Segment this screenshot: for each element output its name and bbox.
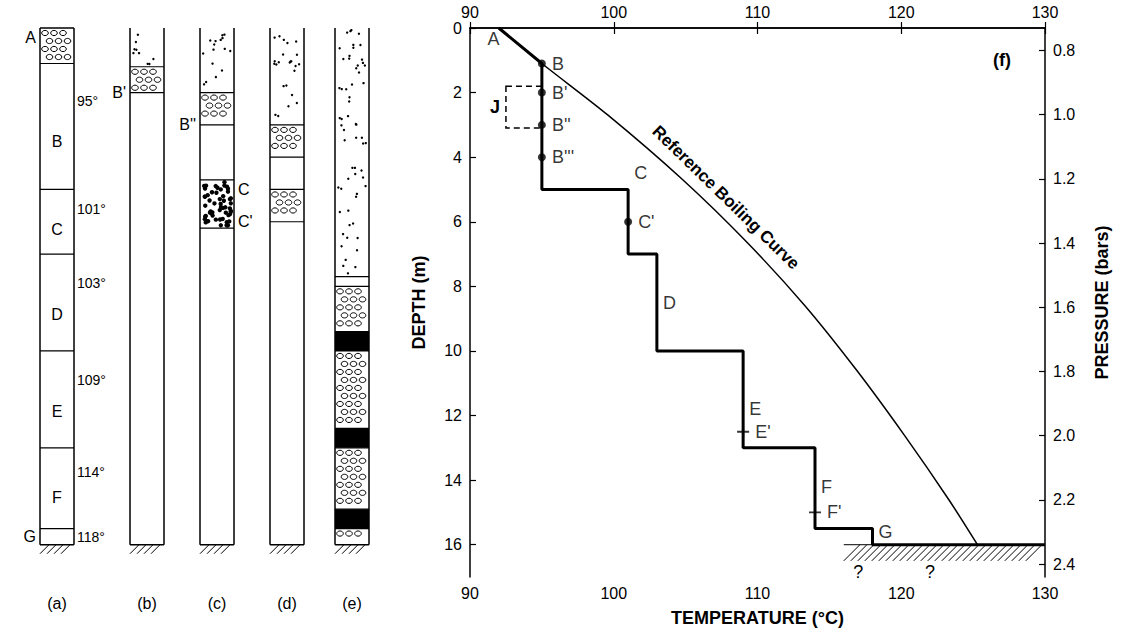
svg-text:D: D — [51, 306, 63, 323]
svg-text:0.8: 0.8 — [1053, 42, 1075, 59]
svg-text:100: 100 — [600, 585, 627, 602]
svg-text:6: 6 — [453, 213, 462, 230]
svg-text:101°: 101° — [77, 201, 106, 217]
svg-text:E: E — [749, 399, 761, 419]
svg-text:2.4: 2.4 — [1053, 556, 1075, 573]
svg-text:130: 130 — [1032, 4, 1059, 21]
svg-text:10: 10 — [444, 342, 462, 359]
svg-text:114°: 114° — [77, 464, 105, 480]
svg-text:TEMPERATURE (°C): TEMPERATURE (°C) — [671, 608, 844, 628]
svg-text:?: ? — [925, 562, 935, 582]
svg-text:8: 8 — [453, 278, 462, 295]
svg-text:B: B — [52, 133, 63, 150]
svg-text:C: C — [634, 163, 647, 183]
svg-text:(e): (e) — [342, 595, 362, 612]
svg-text:16: 16 — [444, 536, 462, 553]
svg-text:109°: 109° — [77, 372, 106, 388]
svg-text:95°: 95° — [77, 93, 98, 109]
svg-text:0: 0 — [453, 20, 462, 37]
svg-text:(d): (d) — [277, 595, 297, 612]
svg-text:B: B — [552, 54, 564, 74]
svg-text:D: D — [663, 293, 676, 313]
svg-text:C': C' — [638, 212, 654, 232]
svg-text:DEPTH (m): DEPTH (m) — [409, 255, 429, 349]
svg-text:(b): (b) — [137, 595, 157, 612]
svg-text:B''': B''' — [552, 147, 574, 167]
svg-text:118°: 118° — [77, 529, 105, 545]
svg-text:2.0: 2.0 — [1053, 427, 1075, 444]
svg-text:12: 12 — [444, 407, 462, 424]
svg-text:B'': B'' — [179, 116, 196, 133]
svg-text:C: C — [238, 181, 250, 198]
svg-text:F': F' — [827, 502, 841, 522]
svg-text:90: 90 — [461, 585, 479, 602]
svg-text:103°: 103° — [77, 275, 106, 291]
svg-text:130: 130 — [1032, 585, 1059, 602]
svg-text:4: 4 — [453, 149, 462, 166]
svg-text:PRESSURE (bars): PRESSURE (bars) — [1092, 225, 1112, 379]
svg-text:(a): (a) — [47, 595, 67, 612]
svg-text:B': B' — [552, 83, 567, 103]
svg-text:1.2: 1.2 — [1053, 170, 1075, 187]
svg-text:E': E' — [755, 422, 770, 442]
svg-text:A: A — [25, 29, 36, 46]
svg-text:(f): (f) — [993, 50, 1011, 70]
svg-text:F: F — [821, 477, 832, 497]
svg-text:2: 2 — [453, 84, 462, 101]
svg-text:B': B' — [112, 84, 126, 101]
svg-text:Reference Boiling Curve: Reference Boiling Curve — [649, 122, 804, 273]
svg-text:100: 100 — [600, 4, 627, 21]
svg-text:120: 120 — [888, 585, 915, 602]
svg-text:G: G — [24, 528, 36, 545]
svg-text:1.4: 1.4 — [1053, 235, 1075, 252]
svg-text:110: 110 — [745, 585, 771, 602]
svg-text:E: E — [52, 403, 63, 420]
svg-text:1.8: 1.8 — [1053, 363, 1075, 380]
svg-text:110: 110 — [745, 4, 771, 21]
svg-text:(c): (c) — [208, 595, 227, 612]
svg-text:1.0: 1.0 — [1053, 106, 1075, 123]
svg-text:C': C' — [238, 213, 253, 230]
svg-text:A: A — [488, 29, 500, 49]
svg-text:14: 14 — [444, 472, 462, 489]
svg-text:G: G — [879, 522, 893, 542]
svg-text:90: 90 — [461, 4, 479, 21]
svg-text:B'': B'' — [552, 115, 571, 135]
svg-text:1.6: 1.6 — [1053, 299, 1075, 316]
svg-text:2.2: 2.2 — [1053, 491, 1075, 508]
svg-text:C: C — [51, 221, 63, 238]
svg-text:?: ? — [853, 562, 863, 582]
svg-text:F: F — [52, 489, 62, 506]
svg-text:120: 120 — [888, 4, 915, 21]
svg-text:J: J — [490, 97, 500, 117]
